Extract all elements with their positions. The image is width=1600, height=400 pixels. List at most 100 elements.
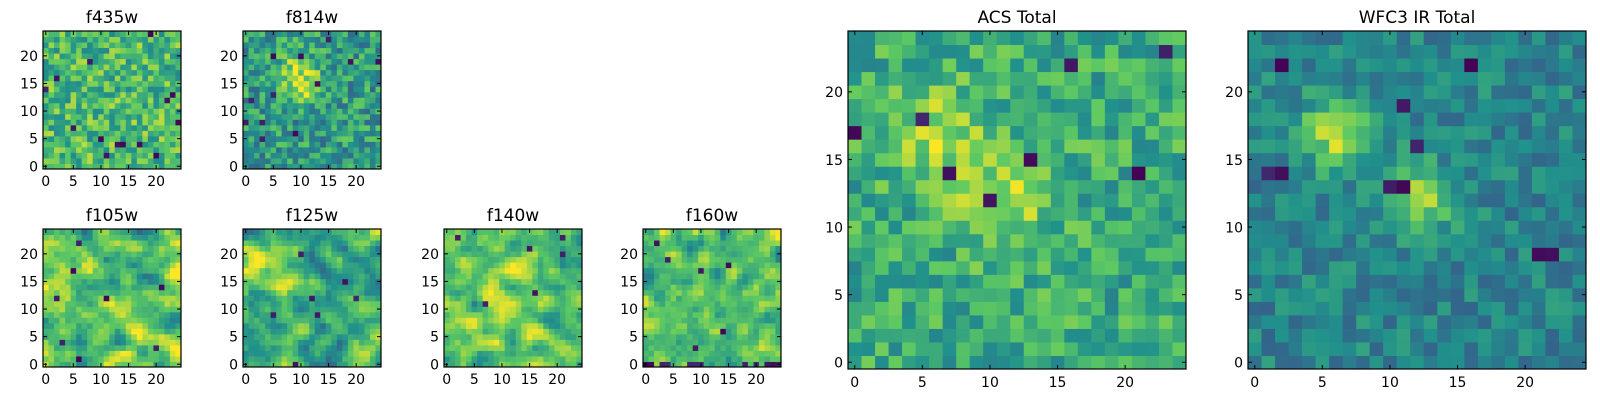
heatmap-cell <box>499 278 506 285</box>
heatmap-cell <box>287 361 294 368</box>
heatmap-cell <box>92 355 99 362</box>
heatmap-cell <box>477 240 484 247</box>
heatmap-cell <box>142 333 149 340</box>
heatmap-cell <box>336 119 343 126</box>
heatmap-cell <box>158 311 165 318</box>
heatmap-cell <box>1037 260 1052 275</box>
heatmap-cell <box>375 234 382 241</box>
heatmap-cell <box>1545 260 1560 275</box>
heatmap-cell <box>764 355 771 362</box>
heatmap-cell <box>164 361 171 368</box>
heatmap-cell <box>59 97 66 104</box>
heatmap-cell <box>375 91 382 98</box>
heatmap-cell <box>48 355 55 362</box>
heatmap-cell <box>342 135 349 142</box>
heatmap-cell <box>81 102 88 109</box>
heatmap-cell <box>654 322 661 329</box>
x-tick-label: 10 <box>981 375 999 391</box>
heatmap-cell <box>942 85 957 100</box>
heatmap-cell <box>942 139 957 154</box>
heatmap-cell <box>1329 152 1344 167</box>
heatmap-cell <box>248 108 255 115</box>
heatmap-cell <box>347 102 354 109</box>
heatmap-cell <box>87 229 94 236</box>
heatmap-cell <box>1491 301 1506 316</box>
heatmap-cell <box>109 333 116 340</box>
heatmap-cell <box>369 80 376 87</box>
heatmap-cell <box>736 240 743 247</box>
heatmap-cell <box>709 256 716 263</box>
heatmap-cell <box>1037 355 1052 370</box>
heatmap-cell <box>65 295 72 302</box>
heatmap-cell <box>1010 179 1025 194</box>
heatmap-cell <box>54 289 61 296</box>
heatmap-cell <box>375 328 382 335</box>
heatmap-cell <box>248 278 255 285</box>
heatmap-cell <box>120 251 127 258</box>
heatmap-cell <box>875 328 890 343</box>
heatmap-cell <box>1464 274 1479 289</box>
heatmap-cell <box>643 289 650 296</box>
heatmap-cell <box>103 146 110 153</box>
heatmap-cell <box>48 69 55 76</box>
heatmap-cell <box>287 157 294 164</box>
heatmap-cell <box>147 69 154 76</box>
heatmap-cell <box>1158 71 1173 86</box>
heatmap-cell <box>259 350 266 357</box>
heatmap-cell <box>153 311 160 318</box>
heatmap-cell <box>125 53 132 60</box>
heatmap-cell <box>298 256 305 263</box>
heatmap-cell <box>281 355 288 362</box>
heatmap-cell <box>347 58 354 65</box>
heatmap-cell <box>175 344 182 351</box>
heatmap-cell <box>243 42 250 49</box>
heatmap-cell <box>848 274 863 289</box>
heatmap-cell <box>298 36 305 43</box>
heatmap-cell <box>81 267 88 274</box>
heatmap-cell <box>347 339 354 346</box>
heatmap-cell <box>325 113 332 120</box>
heatmap-cell <box>287 80 294 87</box>
heatmap-cell <box>510 300 517 307</box>
heatmap-cell <box>736 306 743 313</box>
heatmap-cell <box>298 53 305 60</box>
heatmap-cell <box>1396 301 1411 316</box>
heatmap-cell <box>303 240 310 247</box>
heatmap-cell <box>848 193 863 208</box>
heatmap-cell <box>248 80 255 87</box>
heatmap-cell <box>131 328 138 335</box>
heatmap-cell <box>929 274 944 289</box>
heatmap-cell <box>996 179 1011 194</box>
heatmap-cell <box>109 146 116 153</box>
heatmap-cell <box>493 234 500 241</box>
heatmap-cell <box>1396 314 1411 329</box>
heatmap-cell <box>1558 274 1573 289</box>
heatmap-cell <box>70 251 77 258</box>
heatmap-cell <box>1477 341 1492 356</box>
heatmap-cell <box>902 193 917 208</box>
heatmap-cell <box>87 36 94 43</box>
heatmap-cell <box>477 328 484 335</box>
heatmap-cell <box>861 139 876 154</box>
heatmap-cell <box>303 64 310 71</box>
heatmap-cell <box>455 273 462 280</box>
heatmap-cell <box>298 135 305 142</box>
heatmap-cell <box>309 163 316 170</box>
heatmap-cell <box>725 300 732 307</box>
heatmap-cell <box>1518 355 1533 370</box>
heatmap-cell <box>314 284 321 291</box>
heatmap-cell <box>147 344 154 351</box>
heatmap-cell <box>449 306 456 313</box>
heatmap-cell <box>942 247 957 262</box>
heatmap-cell <box>449 251 456 258</box>
heatmap-cell <box>353 317 360 324</box>
heatmap-cell <box>521 350 528 357</box>
heatmap-cell <box>276 289 283 296</box>
heatmap-cell <box>942 314 957 329</box>
heatmap-cell <box>59 42 66 49</box>
heatmap-cell <box>659 256 666 263</box>
heatmap-cell <box>956 341 971 356</box>
heatmap-cell <box>1369 341 1384 356</box>
heatmap-cell <box>1131 85 1146 100</box>
heatmap-cell <box>1342 260 1357 275</box>
